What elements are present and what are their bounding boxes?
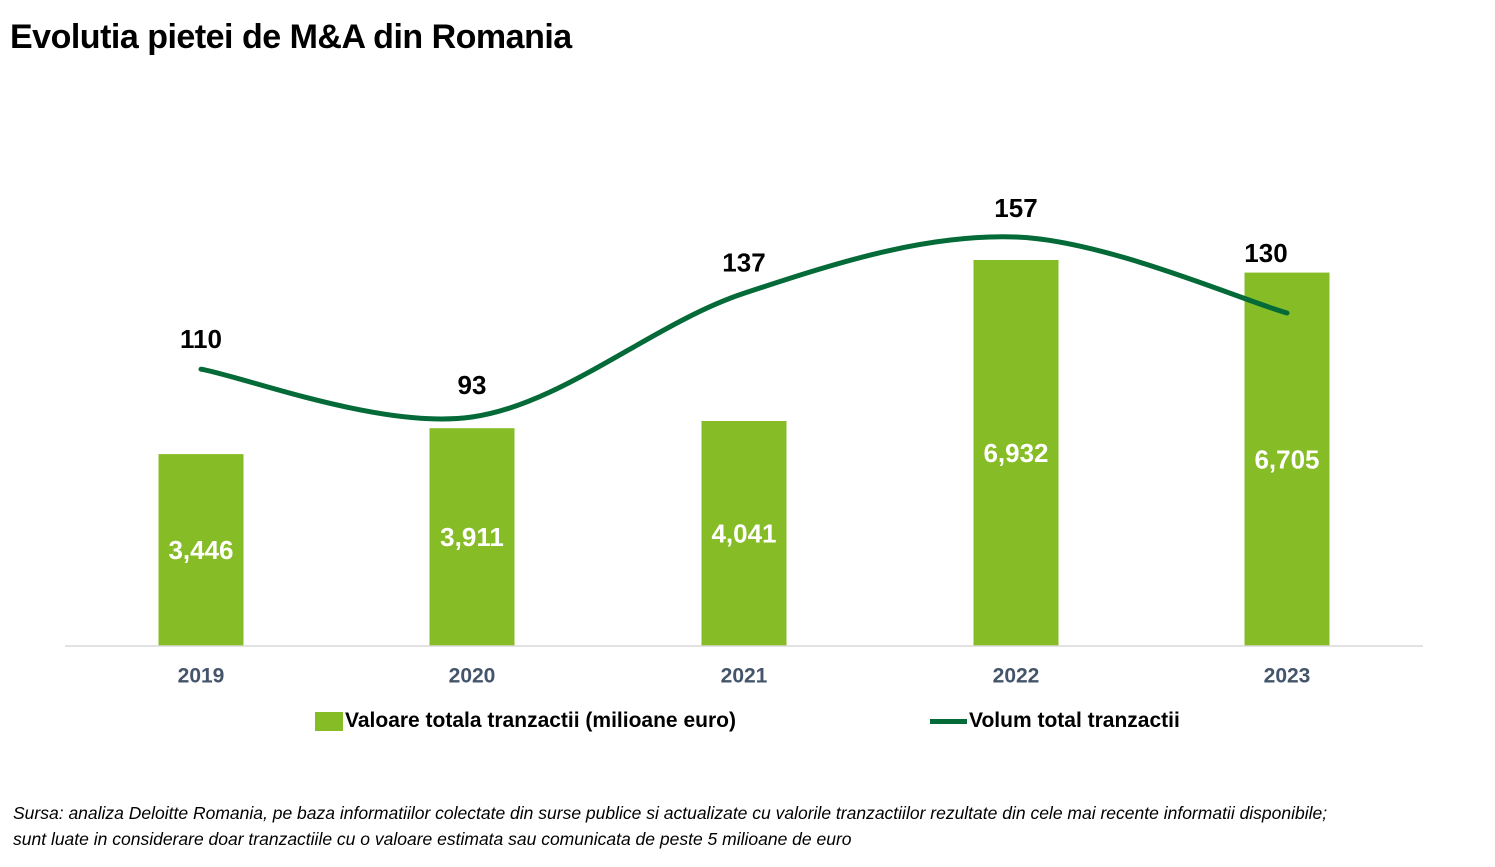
volume-label-2020: 93 bbox=[458, 370, 487, 400]
bar-series-swatch-icon bbox=[315, 711, 343, 731]
x-axis-label-2021: 2021 bbox=[721, 665, 768, 688]
bar-2022 bbox=[973, 260, 1059, 646]
legend-item-value: Valoare totala tranzactii (milioane euro… bbox=[315, 709, 736, 733]
x-axis-label-2020: 2020 bbox=[449, 665, 496, 688]
volume-line bbox=[198, 234, 1290, 422]
bar-label-2023: 6,705 bbox=[1254, 444, 1319, 474]
source-note-line2: sunt luate in considerare doar tranzacti… bbox=[13, 829, 852, 849]
x-axis-label-2023: 2023 bbox=[1264, 665, 1311, 688]
source-note: Sursa: analiza Deloitte Romania, pe baza… bbox=[13, 800, 1327, 852]
volume-label-2019: 110 bbox=[180, 324, 222, 354]
page-title: Evolutia pietei de M&A din Romania bbox=[10, 18, 572, 56]
legend-label-value: Valoare totala tranzactii (milioane euro… bbox=[345, 709, 736, 732]
bar-label-2019: 3,446 bbox=[168, 535, 233, 565]
bar-2023 bbox=[1244, 272, 1330, 646]
volume-label-2021: 137 bbox=[722, 247, 765, 277]
source-note-line1: Sursa: analiza Deloitte Romania, pe baza… bbox=[13, 803, 1328, 823]
legend-label-volume: Volum total tranzactii bbox=[969, 709, 1180, 732]
bar-2021 bbox=[701, 421, 787, 646]
x-axis-label-2019: 2019 bbox=[178, 665, 225, 688]
volume-label-2023: 130 bbox=[1244, 238, 1287, 268]
legend-item-volume: Volum total tranzactii bbox=[930, 709, 1180, 733]
bar-2019 bbox=[158, 454, 244, 646]
line-series-swatch-icon bbox=[930, 718, 967, 724]
bar-2020 bbox=[429, 428, 515, 646]
x-axis-label-2022: 2022 bbox=[993, 665, 1040, 688]
bar-label-2021: 4,041 bbox=[711, 519, 776, 549]
bar-label-2022: 6,932 bbox=[983, 438, 1048, 468]
volume-label-2022: 157 bbox=[994, 193, 1037, 223]
bar-label-2020: 3,911 bbox=[440, 522, 504, 552]
